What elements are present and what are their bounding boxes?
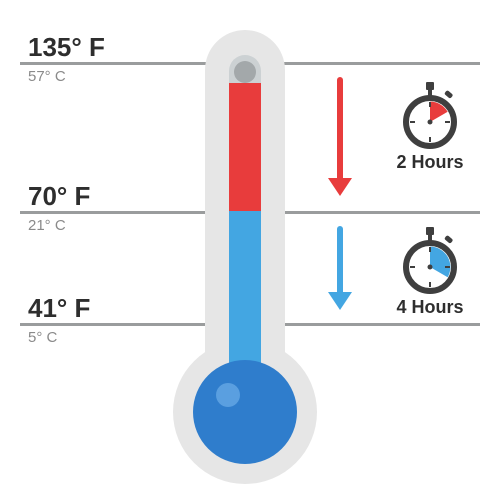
thermometer-fill-hot [229, 83, 261, 211]
food-cooling-infographic: 135° F 57° C 70° F 21° C 41° F 5° C 2 Ho… [0, 0, 500, 500]
thermometer-bulb-shine [216, 383, 240, 407]
thermometer-bulb [193, 360, 297, 464]
arrow-cold-phase [328, 226, 352, 310]
label-4-hours: 4 Hours [385, 297, 475, 318]
arrow-hot-phase [328, 77, 352, 196]
temp-c-21: 21° C [28, 217, 66, 234]
temp-f-135: 135° F [28, 32, 105, 63]
label-2-hours: 2 Hours [385, 152, 475, 173]
thermometer-tip [234, 61, 256, 83]
temp-f-70: 70° F [28, 181, 90, 212]
stopwatch-2-hours [400, 80, 460, 150]
temp-c-57: 57° C [28, 68, 66, 85]
stopwatch-4-hours [400, 225, 460, 295]
temp-f-41: 41° F [28, 293, 90, 324]
temp-c-5: 5° C [28, 329, 57, 346]
